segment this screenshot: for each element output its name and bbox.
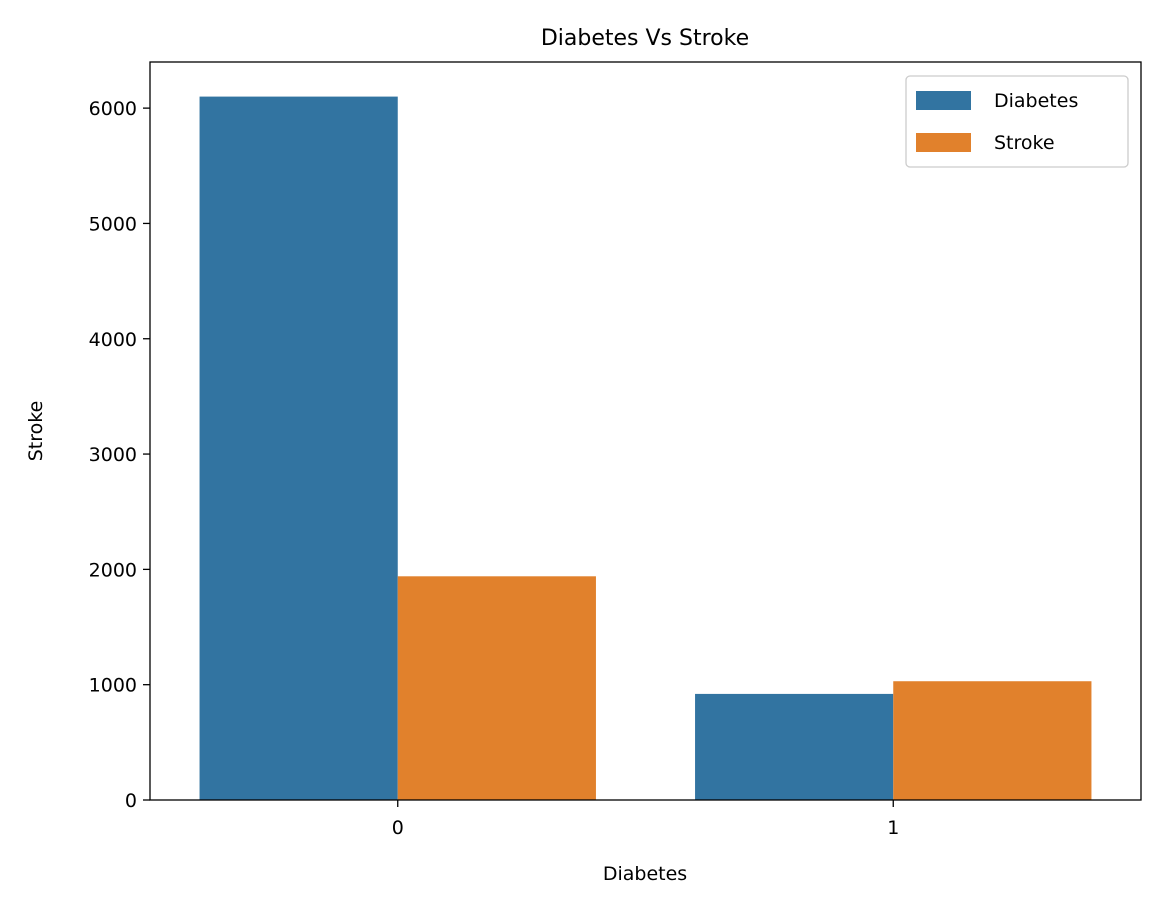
y-tick-label: 1000 [89,675,137,697]
plot-frame [149,61,1142,801]
y-tick-label: 5000 [89,213,137,235]
y-tick-label: 3000 [89,444,137,466]
legend: Diabetes Stroke [905,75,1129,168]
y-tick-label: 6000 [89,98,137,120]
y-tick-label: 4000 [89,329,137,351]
y-axis-label: Stroke [25,401,47,462]
legend-swatch-diabetes [916,91,971,110]
bar-diabetes-1 [695,693,894,800]
bar-diabetes-0 [199,96,398,800]
legend-swatch-stroke [916,133,971,152]
bar-stroke-1 [893,681,1092,800]
legend-items: Diabetes Stroke [916,90,1078,154]
x-tick-label: 1 [887,817,899,839]
legend-label-diabetes: Diabetes [994,90,1078,112]
bars-group [199,96,1092,800]
x-tick-label: 0 [392,817,404,839]
y-tick-label: 0 [125,790,137,812]
chart-title: Diabetes Vs Stroke [541,26,749,51]
x-axis-label: Diabetes [603,863,687,885]
y-tick-label: 2000 [89,559,137,581]
bar-stroke-0 [397,576,596,800]
legend-label-stroke: Stroke [994,132,1055,154]
y-axis: 0 1000 2000 3000 4000 5000 6000 [89,98,150,812]
